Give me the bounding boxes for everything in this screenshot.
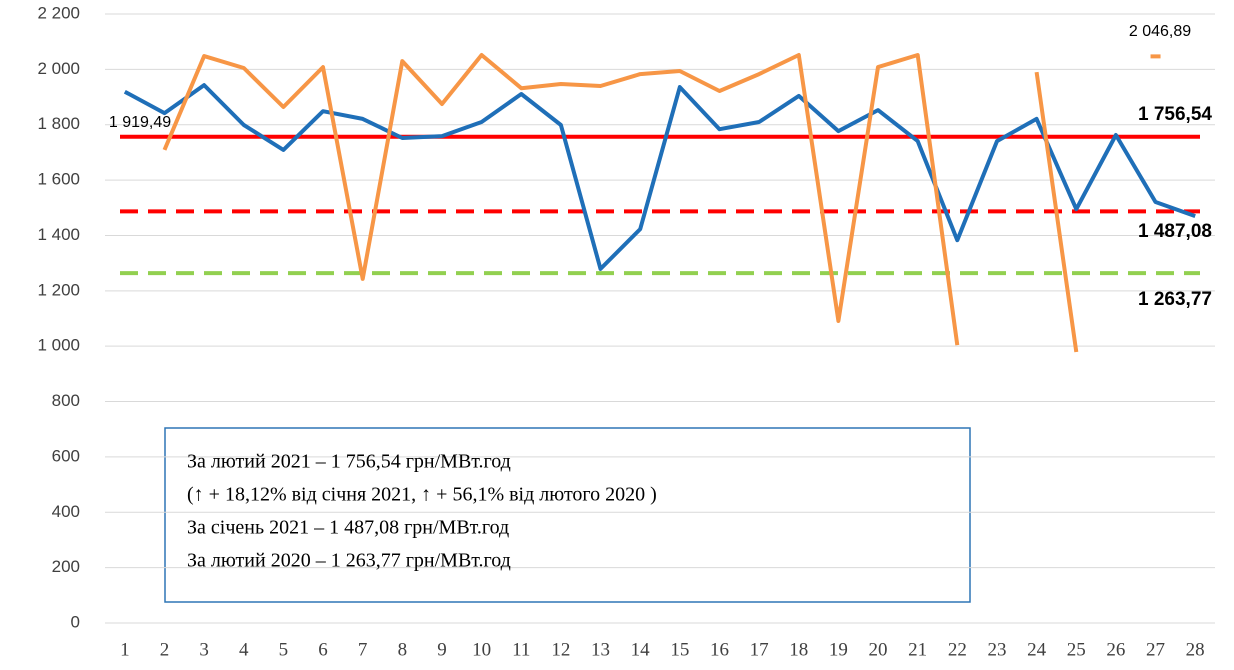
reference-label: 1 487,08 — [1138, 221, 1212, 242]
x-tick-label: 13 — [591, 639, 610, 660]
x-tick-label: 21 — [908, 639, 927, 660]
x-tick-label: 22 — [948, 639, 967, 660]
x-tick-label: 24 — [1027, 639, 1047, 660]
x-tick-label: 28 — [1186, 639, 1205, 660]
y-tick-label: 600 — [52, 446, 80, 465]
y-tick-label: 200 — [52, 557, 80, 576]
y-tick-label: 1 400 — [37, 225, 80, 244]
y-tick-label: 1 800 — [37, 114, 80, 133]
x-tick-label: 27 — [1146, 639, 1165, 660]
x-tick-label: 25 — [1067, 639, 1086, 660]
x-tick-label: 10 — [472, 639, 491, 660]
y-tick-label: 800 — [52, 391, 80, 410]
x-tick-label: 7 — [358, 639, 368, 660]
data-label: 2 046,89 — [1129, 23, 1191, 40]
annotation-text: (↑ + 18,12% від січня 2021, ↑ + 56,1% ві… — [187, 484, 657, 506]
x-tick-label: 26 — [1106, 639, 1125, 660]
data-label: 1 919,49 — [109, 114, 171, 131]
line-series — [123, 83, 1196, 271]
x-tick-label: 8 — [398, 639, 408, 660]
x-tick-label: 11 — [512, 639, 530, 660]
x-tick-label: 16 — [710, 639, 729, 660]
reference-label: 1 263,77 — [1138, 289, 1212, 310]
line-series — [162, 53, 1079, 353]
x-tick-label: 17 — [750, 639, 769, 660]
annotation-text: За січень 2021 – 1 487,08 грн/МВт.год — [187, 517, 509, 539]
annotation-text: За лютий 2021 – 1 756,54 грн/МВт.год — [187, 451, 511, 473]
x-tick-label: 3 — [199, 639, 209, 660]
y-tick-label: 0 — [71, 612, 80, 631]
y-tick-label: 2 200 — [37, 3, 80, 22]
x-tick-label: 4 — [239, 639, 249, 660]
y-tick-label: 1 200 — [37, 280, 80, 299]
x-tick-label: 12 — [551, 639, 570, 660]
x-tick-label: 1 — [120, 639, 130, 660]
x-tick-label: 5 — [279, 639, 289, 660]
y-tick-label: 1 600 — [37, 170, 80, 189]
annotation-text: За лютий 2020 – 1 263,77 грн/МВт.год — [187, 550, 511, 572]
y-tick-label: 2 000 — [37, 59, 80, 78]
y-tick-label: 400 — [52, 502, 80, 521]
x-tick-label: 18 — [789, 639, 808, 660]
x-tick-label: 20 — [869, 639, 888, 660]
x-tick-label: 9 — [437, 639, 447, 660]
x-tick-label: 23 — [987, 639, 1006, 660]
x-tick-label: 19 — [829, 639, 848, 660]
x-tick-label: 6 — [318, 639, 328, 660]
reference-label: 1 756,54 — [1138, 104, 1212, 125]
y-tick-label: 1 000 — [37, 336, 80, 355]
x-tick-label: 2 — [160, 639, 170, 660]
x-tick-label: 15 — [670, 639, 689, 660]
x-tick-label: 14 — [631, 639, 651, 660]
